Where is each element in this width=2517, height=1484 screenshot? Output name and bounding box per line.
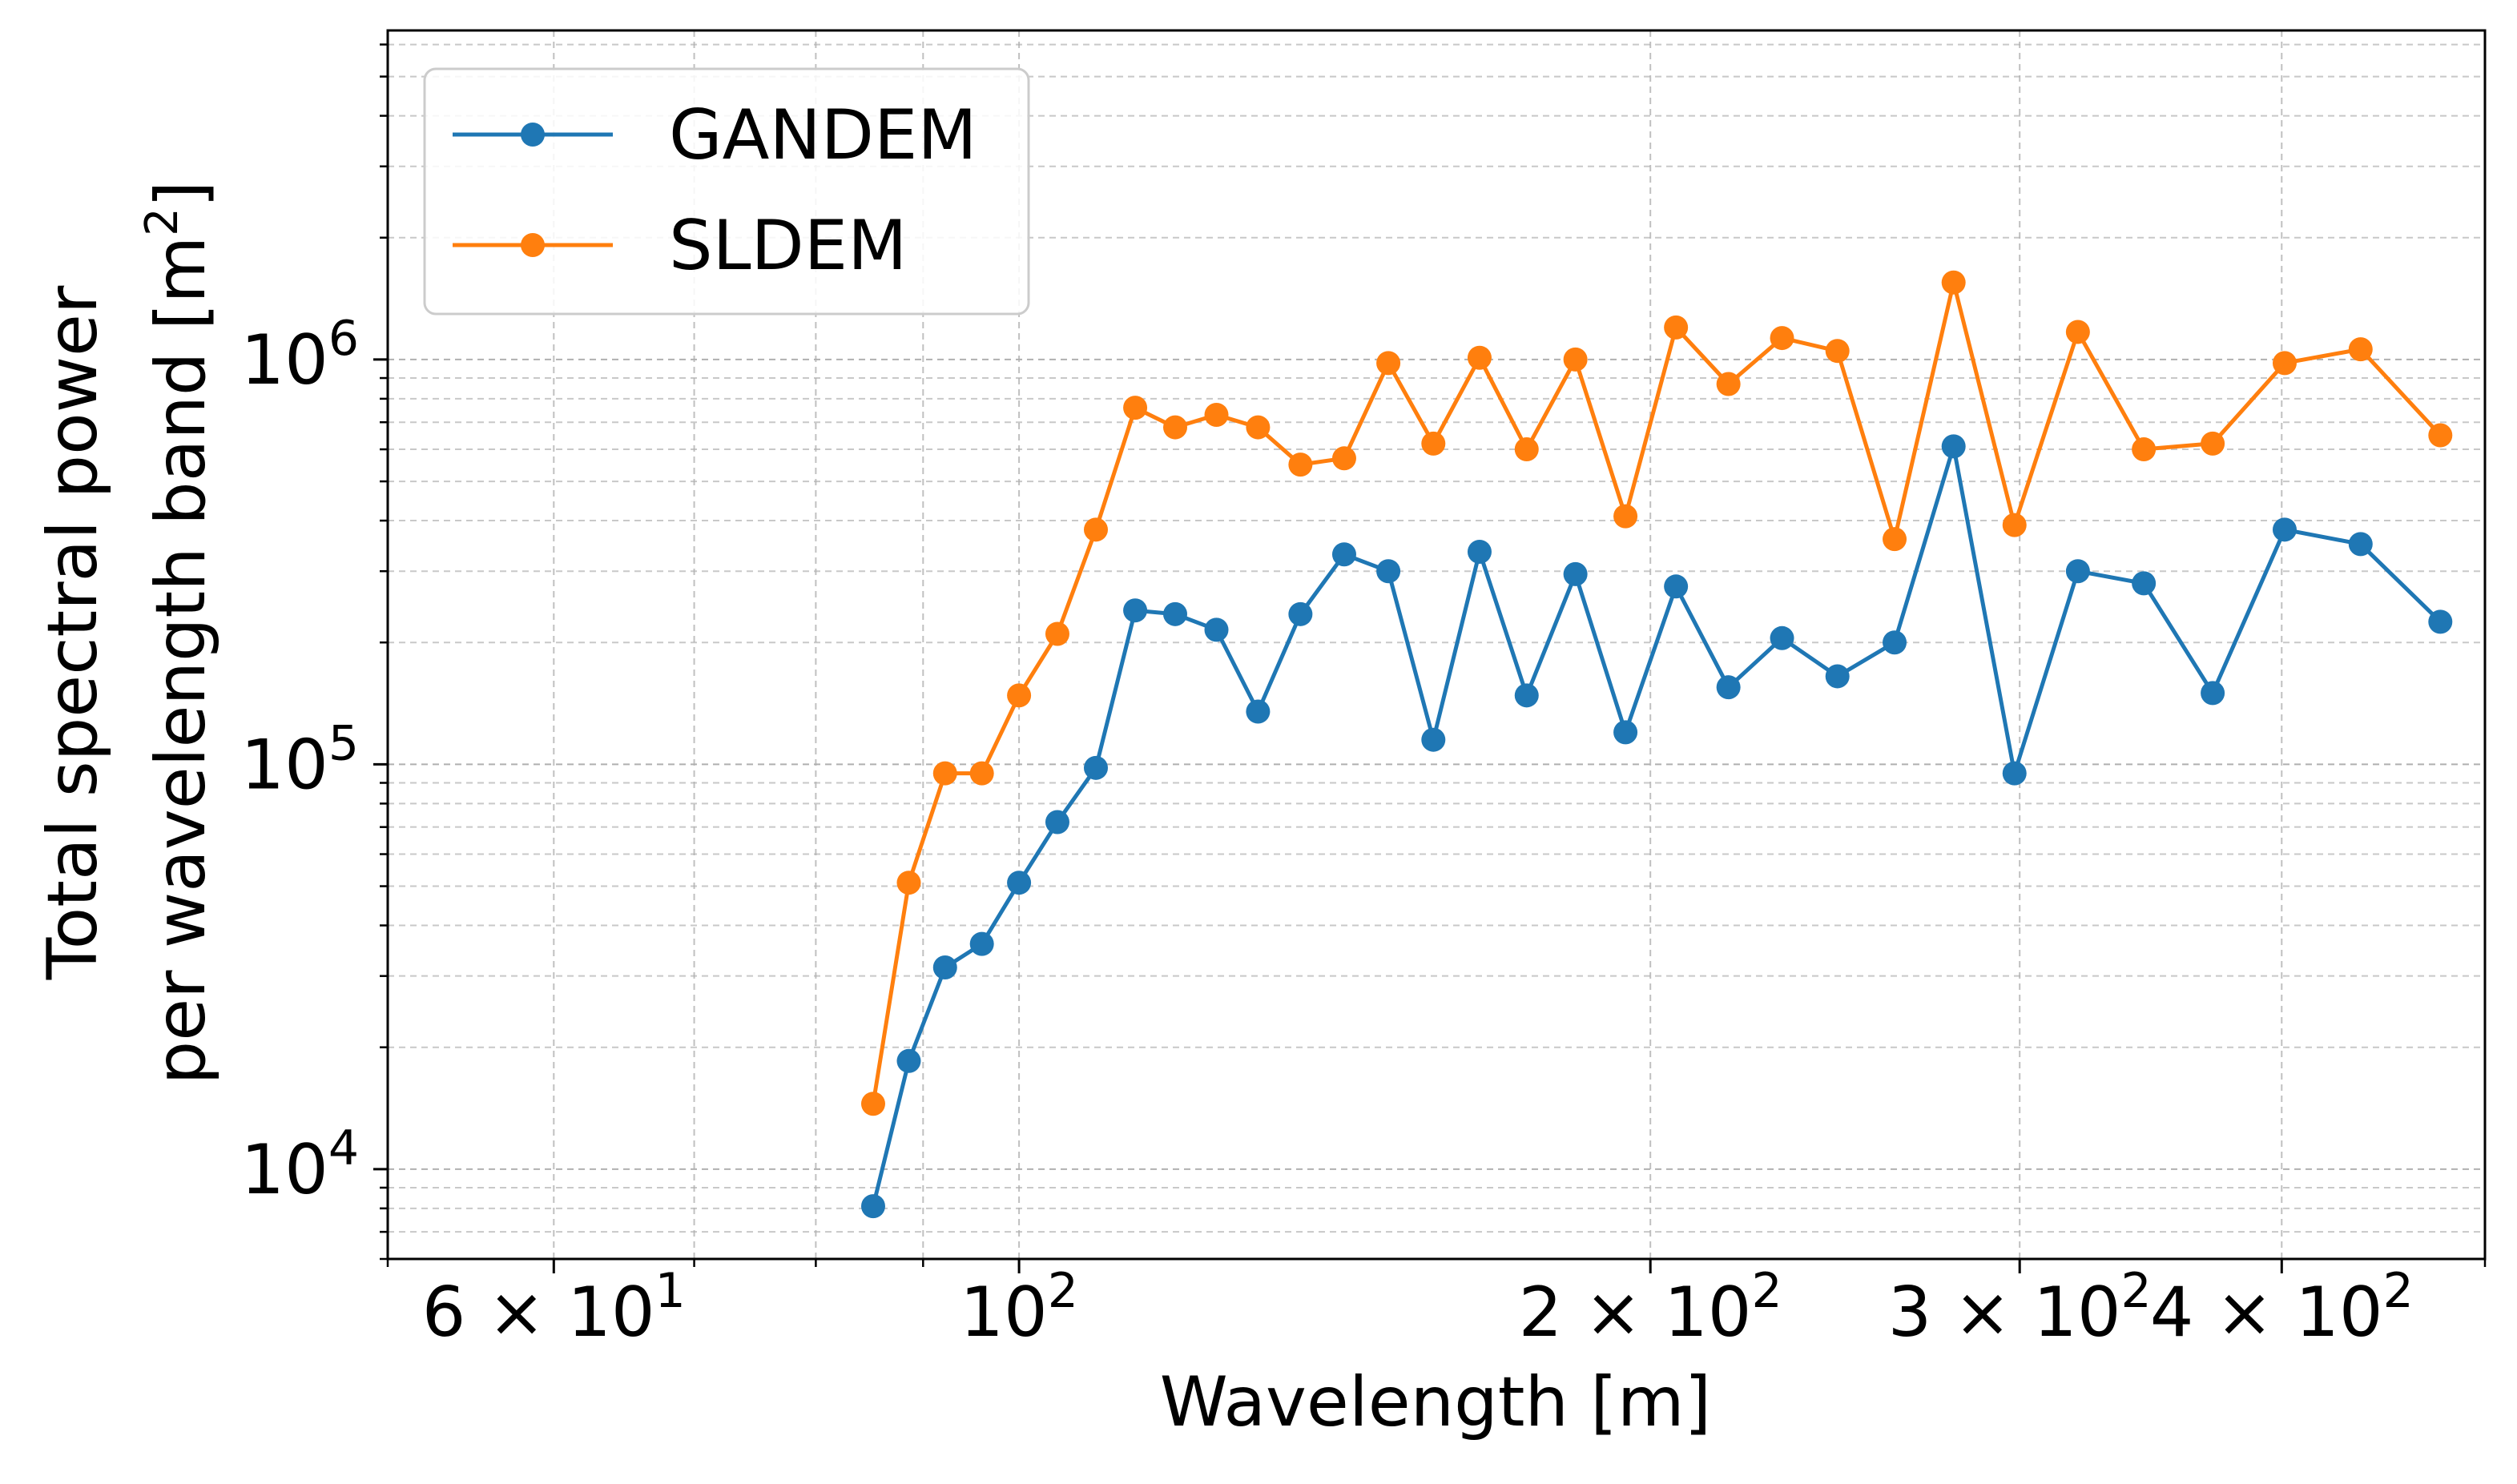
data-point-gandem: [2272, 517, 2297, 542]
data-point-sldem: [1288, 452, 1313, 477]
y-axis-label-line2-group: per wavelength band [m2]: [136, 181, 221, 1085]
data-point-gandem: [2348, 532, 2373, 557]
ticks-layer: [373, 43, 2487, 1273]
data-point-sldem: [1123, 396, 1148, 420]
y-axis-label: Total spectral power: [33, 285, 113, 980]
x-axis-label: Wavelength [m]: [1160, 1362, 1711, 1442]
grid-major: [388, 358, 2485, 1170]
data-point-gandem: [1007, 871, 1032, 895]
data-point-gandem: [1421, 727, 1446, 752]
y-tick-label: 105: [240, 715, 359, 805]
y-tick-label: 106: [240, 311, 359, 400]
data-point-sldem: [1331, 446, 1356, 471]
x-tick-label: 3 × 102: [1888, 1263, 2152, 1353]
x-tick-label: 102: [960, 1263, 1078, 1353]
data-point-gandem: [1163, 601, 1188, 626]
data-point-gandem: [1941, 434, 1966, 459]
data-point-sldem: [860, 1092, 885, 1116]
data-point-sldem: [1825, 339, 1850, 364]
data-point-gandem: [1204, 617, 1229, 642]
data-point-sldem: [2348, 337, 2373, 362]
data-point-gandem: [2065, 559, 2090, 584]
data-point-sldem: [2065, 320, 2090, 344]
y-axis-label-line2: per wavelength band [m2]: [136, 181, 221, 1085]
data-point-sldem: [2201, 431, 2225, 456]
data-point-gandem: [1563, 561, 1588, 586]
series-layer: [860, 270, 2453, 1219]
legend-frame: [423, 67, 1030, 316]
legend-marker-gandem: [521, 123, 545, 147]
series-line-sldem: [871, 280, 2442, 1104]
data-point-gandem: [1613, 720, 1638, 745]
y-tick-label: 104: [240, 1120, 359, 1210]
data-point-sldem: [1246, 415, 1271, 440]
legend: GANDEM SLDEM: [423, 67, 1030, 316]
data-point-gandem: [1825, 664, 1850, 689]
data-point-gandem: [1083, 755, 1108, 780]
data-point-sldem: [1467, 345, 1492, 370]
data-point-sldem: [1883, 527, 1907, 552]
data-point-sldem: [2132, 437, 2157, 462]
data-point-gandem: [1376, 559, 1401, 584]
data-point-sldem: [1163, 415, 1188, 440]
data-point-sldem: [1083, 517, 1108, 542]
data-point-sldem: [1716, 372, 1741, 396]
x-tick-label: 2 × 102: [1519, 1263, 1782, 1353]
data-point-sldem: [1204, 402, 1229, 427]
data-point-sldem: [932, 761, 957, 786]
data-point-gandem: [1514, 683, 1539, 708]
data-point-gandem: [1883, 630, 1907, 655]
data-point-gandem: [2132, 571, 2157, 596]
data-point-gandem: [1288, 601, 1313, 626]
y-axis-label-line1: Total spectral power: [33, 285, 113, 980]
data-point-gandem: [896, 1048, 921, 1073]
data-point-sldem: [1045, 621, 1069, 646]
data-point-sldem: [1563, 347, 1588, 372]
data-point-sldem: [1613, 504, 1638, 529]
data-point-sldem: [1376, 351, 1401, 376]
plot-frame: [386, 29, 2487, 1261]
data-point-gandem: [1770, 625, 1794, 650]
data-point-sldem: [1421, 431, 1446, 456]
data-point-gandem: [1246, 699, 1271, 724]
data-point-gandem: [2428, 609, 2453, 634]
x-tick-label: 4 × 102: [2150, 1263, 2414, 1353]
data-point-gandem: [969, 931, 994, 956]
legend-marker-sldem: [521, 233, 545, 257]
data-point-sldem: [1770, 326, 1794, 351]
data-point-gandem: [1123, 598, 1148, 623]
data-point-sldem: [1514, 437, 1539, 462]
data-point-sldem: [2428, 423, 2453, 448]
data-point-gandem: [1664, 574, 1689, 599]
data-point-sldem: [2272, 351, 2297, 376]
data-point-sldem: [969, 761, 994, 786]
data-point-sldem: [2002, 513, 2027, 537]
data-point-gandem: [1331, 542, 1356, 567]
data-point-sldem: [1941, 270, 1966, 295]
data-point-gandem: [860, 1194, 885, 1219]
data-point-gandem: [932, 955, 957, 979]
data-point-gandem: [1045, 810, 1069, 834]
data-point-sldem: [896, 871, 921, 895]
legend-label-sldem: SLDEM: [669, 206, 907, 286]
data-point-sldem: [1664, 315, 1689, 340]
data-point-gandem: [2002, 761, 2027, 786]
data-point-sldem: [1007, 683, 1032, 708]
data-point-gandem: [2201, 681, 2225, 706]
data-point-gandem: [1716, 675, 1741, 700]
data-point-gandem: [1467, 539, 1492, 564]
legend-label-gandem: GANDEM: [669, 95, 977, 175]
x-tick-label: 6 × 101: [422, 1263, 686, 1353]
